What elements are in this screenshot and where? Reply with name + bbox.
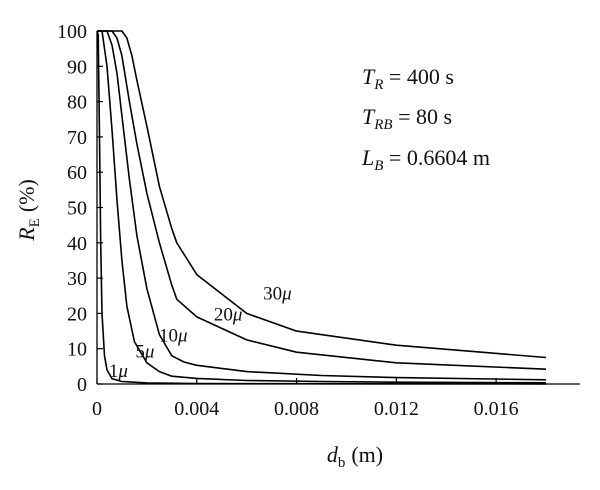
series-line-5mu [97,30,547,384]
y-tick-label: 10 [67,339,87,361]
x-axis-title: db (m) [327,442,383,471]
x-tick-label: 0.012 [374,398,419,420]
annotation-tr: TR = 400 s [362,64,454,93]
series-line-10mu [97,30,547,381]
x-tick-label: 0.008 [274,398,319,420]
y-tick-label: 30 [67,268,87,290]
series-line-20mu [97,30,547,370]
curve-label-30mu: 30μ [263,283,292,304]
y-tick-label: 40 [67,233,87,255]
annotation-lb: LB = 0.6604 m [361,145,490,174]
x-ticks-group: 0 0.004 0.008 0.012 0.016 [92,378,519,420]
x-tick-label: 0.016 [474,398,519,420]
y-tick-label: 100 [57,21,87,43]
annotation-trb: TRB = 80 s [362,104,452,133]
y-tick-label: 80 [67,92,87,114]
x-tick-label: 0.004 [174,398,219,420]
y-tick-label: 90 [67,56,87,78]
curve-label-5mu: 5μ [135,342,154,363]
series-line-30mu [97,30,547,359]
curve-label-10mu: 10μ [159,326,188,347]
curve-label-20mu: 20μ [214,304,243,325]
y-axis-title: RE(%) [14,179,43,242]
curve-label-1mu: 1μ [109,361,128,382]
y-tick-label: 60 [67,162,87,184]
x-tick-label: 0 [92,398,102,420]
y-tick-label: 20 [67,303,87,325]
y-tick-label: 70 [67,127,87,149]
y-tick-label: 0 [77,374,87,396]
y-tick-label: 50 [67,198,87,220]
y-ticks-group: 0 10 20 30 40 50 60 70 80 90 100 [57,21,103,396]
